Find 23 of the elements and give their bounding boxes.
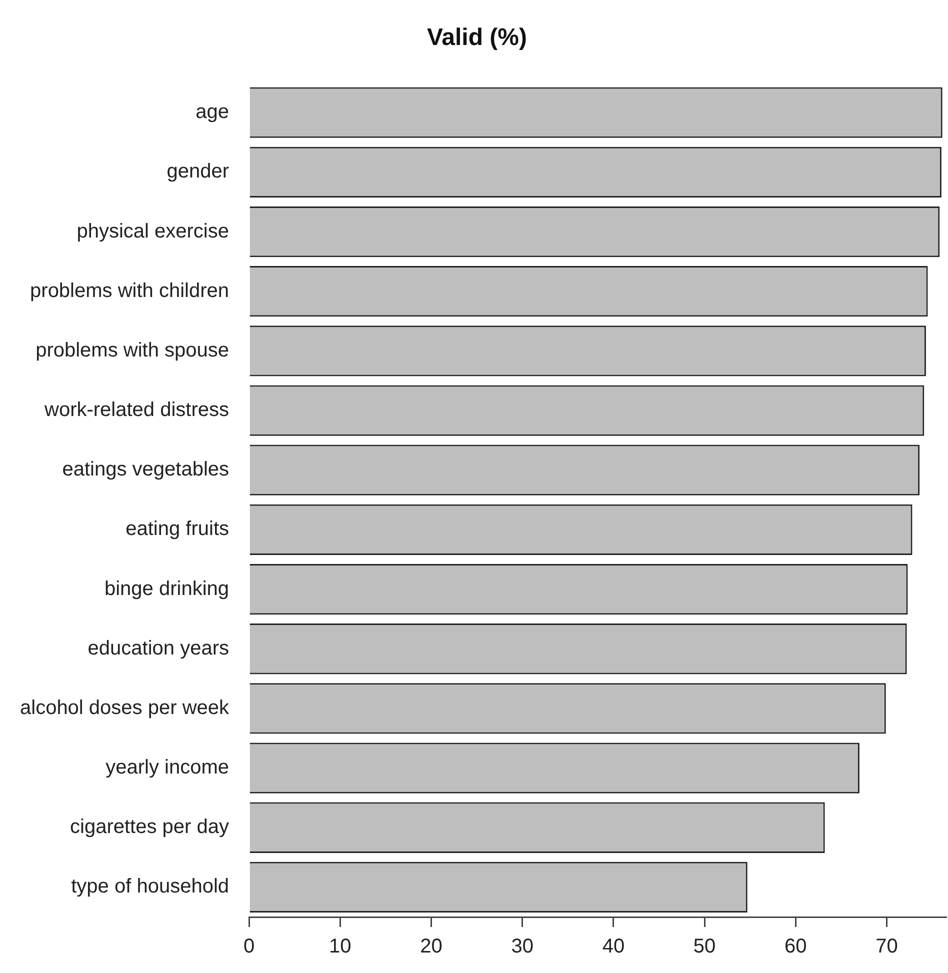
x-tick-label: 0 (243, 936, 255, 958)
x-tick-label: 70 (876, 936, 898, 958)
x-tick-label: 20 (420, 936, 442, 958)
y-tick-label: work-related distress (44, 399, 230, 422)
y-tick-label: eatings vegetables (62, 458, 230, 481)
x-tick-label: 40 (602, 936, 625, 958)
x-tick-label: 60 (784, 936, 807, 958)
y-tick-label: age (196, 101, 230, 124)
y-tick-label: alcohol doses per week (20, 696, 230, 719)
y-tick-label: binge drinking (104, 578, 230, 600)
chart-title: Valid (%) (426, 24, 528, 52)
y-tick-label: problems with spouse (36, 339, 230, 362)
y-tick-label: eating fruits (126, 518, 230, 540)
y-tick-label: yearly income (106, 756, 230, 779)
y-tick-label: education years (88, 637, 230, 660)
y-tick-label: gender (166, 160, 230, 183)
x-tick-label: 30 (511, 936, 534, 958)
y-tick-label: physical exercise (76, 220, 230, 242)
x-tick-label: 50 (693, 936, 716, 958)
y-tick-label: cigarettes per day (70, 816, 230, 838)
y-tick-label: type of household (71, 876, 230, 898)
x-tick-label: 10 (329, 936, 352, 958)
y-tick-label: problems with children (30, 280, 230, 302)
